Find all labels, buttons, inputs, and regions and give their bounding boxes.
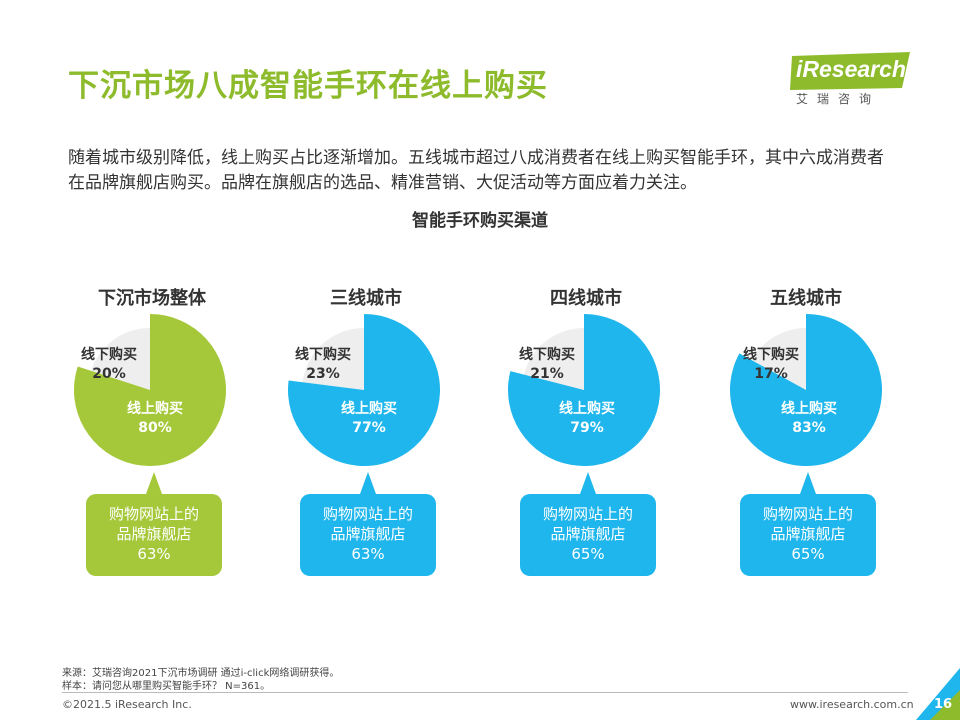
flagship-label-line1: 购物网站上的 (108, 505, 199, 523)
footer-copyright: ©2021.5 iResearch Inc. (62, 698, 192, 711)
callout-bubble-tier3 (300, 472, 436, 576)
offline-label-tier5: 线下购买 17% (728, 346, 814, 384)
offline-pct-tier5: 17% (754, 366, 788, 382)
offline-slice-label: 线下购买 (743, 347, 799, 363)
flagship-text-overall: 购物网站上的 品牌旗舰店 63% (86, 494, 222, 564)
pie-title-tier4: 四线城市 (550, 288, 622, 309)
footer-website[interactable]: www.iresearch.com.cn (790, 698, 914, 711)
flagship-callout-tier3: 购物网站上的 品牌旗舰店 63% (300, 472, 436, 576)
online-slice (730, 314, 882, 466)
offline-pct-tier3: 23% (306, 366, 340, 382)
chart-title: 智能手环购买渠道 (412, 211, 548, 231)
flagship-label-line1: 购物网站上的 (762, 505, 853, 523)
flagship-label-line1: 购物网站上的 (542, 505, 633, 523)
flagship-text-tier3: 购物网站上的 品牌旗舰店 63% (300, 494, 436, 564)
offline-slice-label: 线下购买 (295, 347, 351, 363)
offline-slice-label: 线下购买 (81, 347, 137, 363)
footer-divider (62, 692, 908, 693)
page-title: 下沉市场八成智能手环在线上购买 (68, 68, 548, 104)
flagship-label-line2: 品牌旗舰店 (330, 525, 406, 543)
online-pct-overall: 80% (138, 420, 172, 436)
logo-shape-icon (790, 52, 910, 90)
online-slice-label: 线上购买 (341, 401, 397, 417)
offline-pct-tier4: 21% (530, 366, 564, 382)
page-number: 16 (934, 697, 953, 712)
online-slice-label: 线上购买 (559, 401, 615, 417)
flagship-pct-tier5: 65% (791, 545, 825, 563)
flagship-text-tier4: 购物网站上的 品牌旗舰店 65% (520, 494, 656, 564)
online-pct-tier4: 79% (570, 420, 604, 436)
pie-chart-tier4 (508, 314, 660, 466)
offline-slice (91, 328, 150, 390)
footnote-source: 来源：艾瑞咨询2021下沉市场调研 通过i-click网络调研获得。 (62, 668, 340, 679)
callout-bubble-tier4 (520, 472, 656, 576)
intro-paragraph: 随着城市级别降低，线上购买占比逐渐增加。五线城市超过八成消费者在线上购买智能手环… (68, 148, 884, 193)
flagship-label-line1: 购物网站上的 (322, 505, 413, 523)
flagship-label-line2: 品牌旗舰店 (550, 525, 626, 543)
offline-pct-overall: 20% (92, 366, 126, 382)
callout-bubble-tier5 (740, 472, 876, 576)
offline-slice (523, 328, 584, 390)
callout-bubble-overall (86, 472, 222, 576)
flagship-pct-tier3: 63% (351, 545, 385, 563)
flagship-callout-tier5: 购物网站上的 品牌旗舰店 65% (740, 472, 876, 576)
pie-chart-overall (74, 314, 226, 466)
offline-label-tier4: 线下购买 21% (504, 346, 590, 384)
flagship-callout-overall: 购物网站上的 品牌旗舰店 63% (86, 472, 222, 576)
offline-slice (751, 328, 806, 390)
flagship-pct-tier4: 65% (571, 545, 605, 563)
online-slice (288, 314, 440, 466)
flagship-text-tier5: 购物网站上的 品牌旗舰店 65% (740, 494, 876, 564)
pie-title-tier3: 三线城市 (330, 288, 402, 309)
online-slice-label: 线上购买 (127, 401, 183, 417)
pie-chart-tier3 (288, 314, 440, 466)
online-slice (74, 314, 226, 466)
logo-subtitle: 艾瑞咨询 (796, 92, 881, 106)
offline-label-overall: 线下购买 20% (66, 346, 152, 384)
online-pct-tier3: 77% (352, 420, 386, 436)
pie-title-overall: 下沉市场整体 (98, 288, 206, 309)
online-label-overall: 线上购买 80% (112, 400, 198, 438)
flagship-callout-tier4: 购物网站上的 品牌旗舰店 65% (520, 472, 656, 576)
pie-chart-tier5 (730, 314, 882, 466)
offline-label-tier3: 线下购买 23% (280, 346, 366, 384)
pie-title-tier5: 五线城市 (770, 288, 842, 309)
online-label-tier4: 线上购买 79% (544, 400, 630, 438)
online-slice-label: 线上购买 (781, 401, 837, 417)
online-slice (508, 314, 660, 466)
flagship-label-line2: 品牌旗舰店 (770, 525, 846, 543)
online-label-tier5: 线上购买 83% (766, 400, 852, 438)
flagship-label-line2: 品牌旗舰店 (116, 525, 192, 543)
offline-slice-label: 线下购买 (519, 347, 575, 363)
flagship-pct-overall: 63% (137, 545, 171, 563)
footnote-sample: 样本：请问您从哪里购买智能手环？ N=361。 (62, 681, 271, 692)
logo-brand: iResearch (796, 56, 906, 82)
online-pct-tier5: 83% (792, 420, 826, 436)
offline-slice (302, 328, 364, 390)
online-label-tier3: 线上购买 77% (326, 400, 412, 438)
iresearch-logo: iResearch 艾瑞咨询 (790, 48, 920, 110)
